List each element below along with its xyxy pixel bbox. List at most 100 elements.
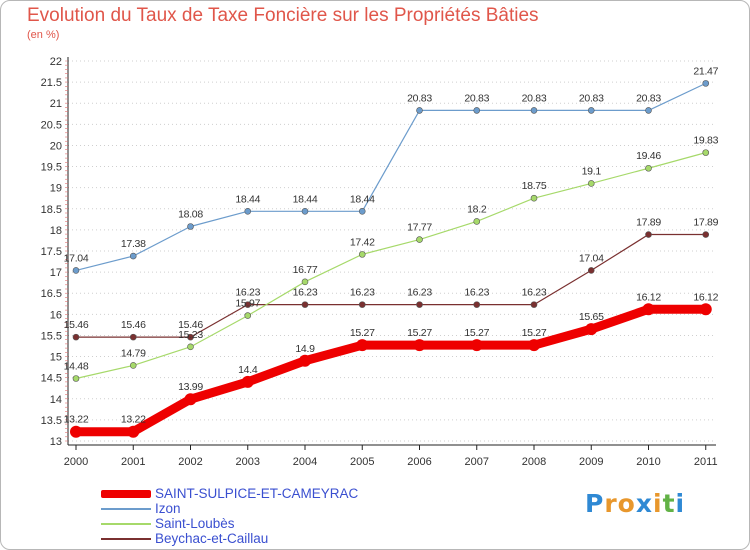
proxiti-logo: Proxiti <box>585 489 685 518</box>
series-line-0 <box>71 304 711 437</box>
data-label: 15.27 <box>522 327 547 339</box>
data-label: 18.2 <box>467 203 487 215</box>
data-label: 15.65 <box>579 311 604 323</box>
data-point <box>585 323 598 336</box>
data-label: 20.83 <box>407 92 432 104</box>
y-tick-label: 21.5 <box>41 77 62 89</box>
data-label: 16.23 <box>522 287 547 299</box>
data-point <box>587 267 595 274</box>
logo-letter: t <box>662 489 676 518</box>
data-label: 20.83 <box>522 92 547 104</box>
data-label: 13.22 <box>121 414 146 426</box>
data-label: 15.46 <box>121 319 146 331</box>
data-label: 17.89 <box>636 217 661 229</box>
data-label: 16.23 <box>350 287 375 299</box>
data-label: 20.83 <box>636 92 661 104</box>
data-label: 16.23 <box>293 287 318 299</box>
data-label: 16.23 <box>464 287 489 299</box>
data-point <box>416 107 423 114</box>
data-point <box>70 425 82 438</box>
legend-swatch <box>101 538 151 540</box>
data-point <box>129 362 137 369</box>
data-label: 20.83 <box>464 92 489 104</box>
data-label: 20.83 <box>579 92 604 104</box>
data-point <box>470 339 483 352</box>
legend-item-saint-loubes: Saint-Loubès <box>101 516 235 532</box>
data-label: 15.46 <box>64 319 89 331</box>
y-tick-label: 15 <box>50 352 62 364</box>
data-label: 21.47 <box>693 65 718 77</box>
y-tick-label: 19.5 <box>41 162 62 174</box>
logo-letter: o <box>617 489 636 518</box>
data-point <box>299 354 311 367</box>
data-label: 18.44 <box>350 193 375 205</box>
x-tick-label: 2011 <box>694 456 718 468</box>
x-tick-label: 2004 <box>293 456 317 468</box>
x-tick-label: 2000 <box>64 456 88 468</box>
data-point <box>702 149 710 156</box>
data-label: 17.04 <box>64 252 89 264</box>
legend-item-izon: Izon <box>101 501 181 517</box>
logo-letter: x <box>635 489 653 518</box>
series-line-3 <box>75 233 707 338</box>
y-tick-label: 20.5 <box>41 119 62 131</box>
data-point <box>358 251 366 258</box>
legend-label: Beychac-et-Caillau <box>155 531 269 546</box>
y-tick-label: 18.5 <box>41 204 62 216</box>
logo-letter: P <box>585 489 605 518</box>
data-label: 17.38 <box>121 238 146 250</box>
data-point <box>528 339 540 352</box>
data-label: 16.23 <box>407 287 432 299</box>
data-label: 16.12 <box>636 291 661 303</box>
data-label: 16.12 <box>693 291 718 303</box>
legend-swatch <box>101 523 151 525</box>
x-tick-label: 2005 <box>350 456 374 468</box>
y-tick-label: 14 <box>50 394 62 406</box>
logo-letter: i <box>653 489 663 518</box>
y-tick-label: 21 <box>50 98 62 110</box>
data-point <box>301 278 309 286</box>
data-point <box>473 218 481 225</box>
data-label: 14.79 <box>121 347 146 359</box>
data-point <box>473 107 481 114</box>
x-tick-label: 2002 <box>178 456 202 468</box>
data-label: 15.27 <box>464 327 489 339</box>
legend-item-saint-sulpice: SAINT-SULPICE-ET-CAMEYRAC <box>101 486 358 502</box>
data-point <box>244 312 252 319</box>
y-tick-label: 15.5 <box>41 330 62 342</box>
data-point <box>356 339 369 352</box>
data-point <box>241 375 254 388</box>
x-tick-label: 2007 <box>465 456 489 468</box>
data-point <box>530 107 538 114</box>
series-line-2 <box>75 152 707 380</box>
x-tick-label: 2003 <box>236 456 260 468</box>
data-point <box>530 194 538 202</box>
y-tick-label: 17 <box>50 267 62 279</box>
data-point <box>645 231 652 238</box>
data-label: 15.46 <box>178 319 203 331</box>
data-label: 15.23 <box>178 329 203 341</box>
data-label: 19.83 <box>693 135 718 147</box>
data-point <box>530 301 538 308</box>
data-point <box>127 425 140 438</box>
y-tick-label: 14.5 <box>41 373 62 385</box>
data-point <box>301 301 309 308</box>
data-point <box>416 236 423 243</box>
y-tick-label: 13.5 <box>41 415 62 427</box>
legend-item-beychac: Beychac-et-Caillau <box>101 531 268 547</box>
y-tick-label: 17.5 <box>41 246 62 258</box>
data-point <box>699 303 712 316</box>
data-point <box>413 339 426 352</box>
data-point <box>645 107 652 114</box>
logo-letter: i <box>675 489 686 518</box>
x-tick-label: 2009 <box>579 456 603 468</box>
data-label: 17.77 <box>407 222 432 234</box>
data-point <box>72 333 80 341</box>
data-point <box>129 333 137 341</box>
legend-label: Izon <box>155 501 181 516</box>
data-point <box>301 208 309 215</box>
data-point <box>358 208 366 215</box>
data-label: 15.97 <box>235 298 260 310</box>
chart-subtitle: (en %) <box>27 29 60 41</box>
